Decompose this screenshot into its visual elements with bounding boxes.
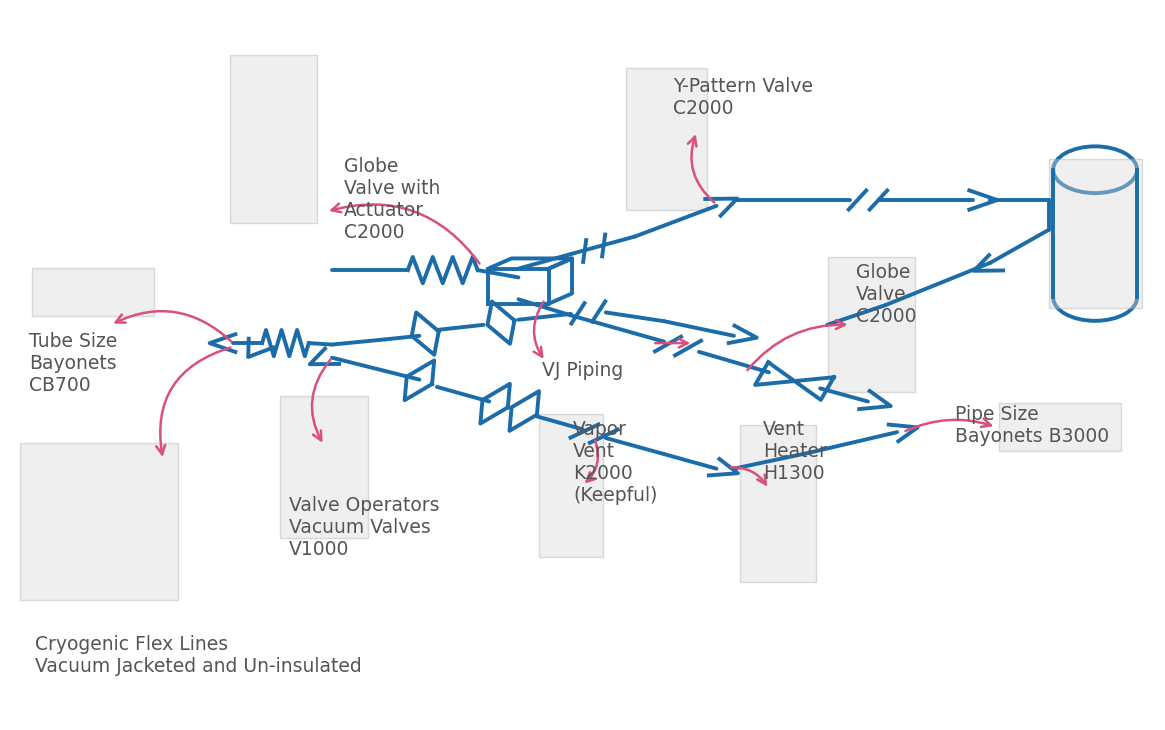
Text: Vent
Heater
H1300: Vent Heater H1300 bbox=[763, 420, 827, 483]
FancyBboxPatch shape bbox=[626, 67, 707, 210]
Text: Pipe Size
Bayonets B3000: Pipe Size Bayonets B3000 bbox=[955, 405, 1109, 446]
Text: Cryogenic Flex Lines
Vacuum Jacketed and Un-insulated: Cryogenic Flex Lines Vacuum Jacketed and… bbox=[35, 635, 361, 676]
Text: Valve Operators
Vacuum Valves
V1000: Valve Operators Vacuum Valves V1000 bbox=[289, 496, 439, 559]
Text: Vapor
Vent
K2000
(Keepful): Vapor Vent K2000 (Keepful) bbox=[573, 420, 657, 504]
Text: VJ Piping: VJ Piping bbox=[542, 361, 623, 380]
FancyBboxPatch shape bbox=[538, 414, 603, 556]
FancyBboxPatch shape bbox=[230, 55, 317, 223]
FancyBboxPatch shape bbox=[280, 396, 368, 539]
FancyBboxPatch shape bbox=[741, 425, 816, 583]
FancyBboxPatch shape bbox=[1000, 403, 1121, 451]
FancyBboxPatch shape bbox=[1048, 158, 1142, 308]
Text: Tube Size
Bayonets
CB700: Tube Size Bayonets CB700 bbox=[29, 332, 118, 395]
FancyBboxPatch shape bbox=[33, 268, 154, 315]
FancyBboxPatch shape bbox=[827, 258, 916, 393]
Text: Y-Pattern Valve
C2000: Y-Pattern Valve C2000 bbox=[673, 77, 813, 118]
FancyBboxPatch shape bbox=[21, 444, 178, 600]
Text: Globe
Valve with
Actuator
C2000: Globe Valve with Actuator C2000 bbox=[344, 157, 440, 242]
Text: Globe
Valve
C2000: Globe Valve C2000 bbox=[856, 263, 917, 326]
